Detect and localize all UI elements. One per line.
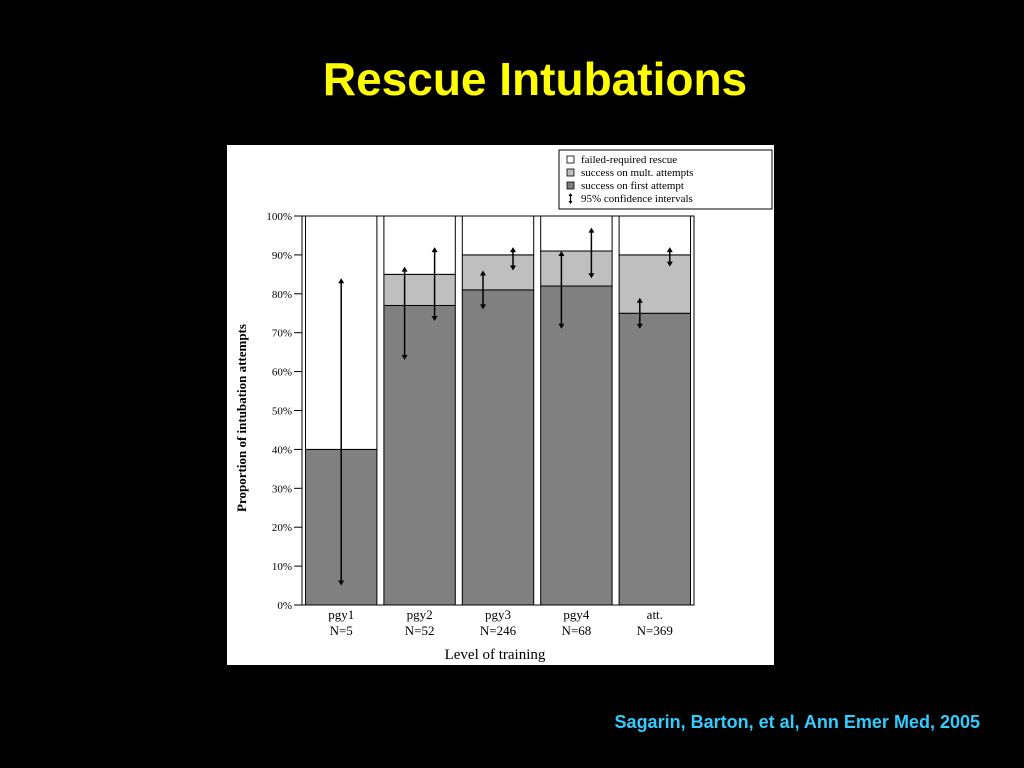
ci-arrow-pgy2 <box>431 247 438 322</box>
chart-panel: 0% 10% 20% 30% 40% 50% 60% 70% 80% 90% 100% pgy1 N=… <box>227 145 774 665</box>
x-axis-label: Level of training <box>445 647 546 663</box>
bar-segment-att-0 <box>618 312 692 606</box>
bar-segment-pgy2-1 <box>383 273 456 306</box>
bar-segment-pgy2-0 <box>383 304 456 606</box>
bar-segment-pgy3-1 <box>461 254 535 291</box>
y-tick-label: 70% <box>272 328 292 340</box>
category-label: pgy1 <box>328 607 354 622</box>
y-tick-label: 30% <box>272 483 292 495</box>
ci-arrow-pgy1 <box>338 278 345 586</box>
slide-title: Rescue Intubations <box>322 53 748 105</box>
y-tick-label: 50% <box>272 406 292 418</box>
category-count: N=52 <box>405 623 435 638</box>
bar-segment-pgy4-2 <box>540 215 613 252</box>
ci-arrow-pgy4 <box>588 227 595 279</box>
category-count: N=5 <box>330 623 353 638</box>
ci-arrow-pgy3 <box>510 247 516 271</box>
stacked-bar-chart: 0%10%20%30%40%50%60%70%80%90%100% pgy1N=… <box>234 149 773 663</box>
category-label: att. <box>647 607 663 622</box>
legend-entry: success on first attempt <box>581 180 684 192</box>
category-label: pgy2 <box>407 607 433 622</box>
y-axis-ticks: 0% 10% 20% 30% 40% 50% 60% 70% 80% 90% 100% <box>266 211 302 612</box>
ci-arrow-pgy2 <box>401 266 408 360</box>
ci-arrow-pgy4 <box>558 251 565 329</box>
y-tick-label: 20% <box>272 522 292 534</box>
bar-segment-pgy3-0 <box>461 289 535 606</box>
ci-arrow-att <box>666 247 673 267</box>
citation: Sagarin, Barton, et al, Ann Emer Med, 20… <box>614 712 980 732</box>
ci-arrow-pgy3 <box>480 270 486 310</box>
legend-swatch <box>566 168 575 177</box>
plot-area <box>301 215 695 606</box>
legend-swatch <box>566 155 575 164</box>
bar-segment-att-2 <box>618 215 692 256</box>
bar-segment-pgy4-0 <box>540 285 613 606</box>
legend-swatch <box>566 181 575 190</box>
legend-entry: 95% confidence intervals <box>581 193 693 205</box>
bar-segment-pgy2-2 <box>383 215 456 275</box>
legend-ci-arrow-icon <box>568 193 573 204</box>
category-count: N=68 <box>562 623 592 638</box>
y-tick-label: 90% <box>272 250 292 262</box>
legend-entry: success on mult. attempts <box>581 167 693 179</box>
confidence-intervals <box>338 227 673 586</box>
y-tick-label: 10% <box>272 561 292 573</box>
y-tick-label: 60% <box>272 367 292 379</box>
y-tick-label: 80% <box>272 289 292 301</box>
category-label: pgy4 <box>563 607 590 622</box>
y-tick-label: 100% <box>266 211 292 223</box>
y-axis-label: Proportion of intubation attempts <box>234 324 249 512</box>
y-tick-label: 40% <box>272 444 292 456</box>
legend-entry: failed-required rescue <box>581 154 677 166</box>
bar-segment-pgy3-2 <box>461 215 535 256</box>
bar-segment-att-1 <box>618 254 692 314</box>
category-count: N=369 <box>637 623 673 638</box>
category-count: N=246 <box>480 623 517 638</box>
ci-arrow-att <box>636 297 643 329</box>
bar-segment-pgy4-1 <box>540 250 613 287</box>
legend-box <box>558 149 773 210</box>
category-label: pgy3 <box>485 607 511 622</box>
y-tick-label: 0% <box>277 600 292 612</box>
